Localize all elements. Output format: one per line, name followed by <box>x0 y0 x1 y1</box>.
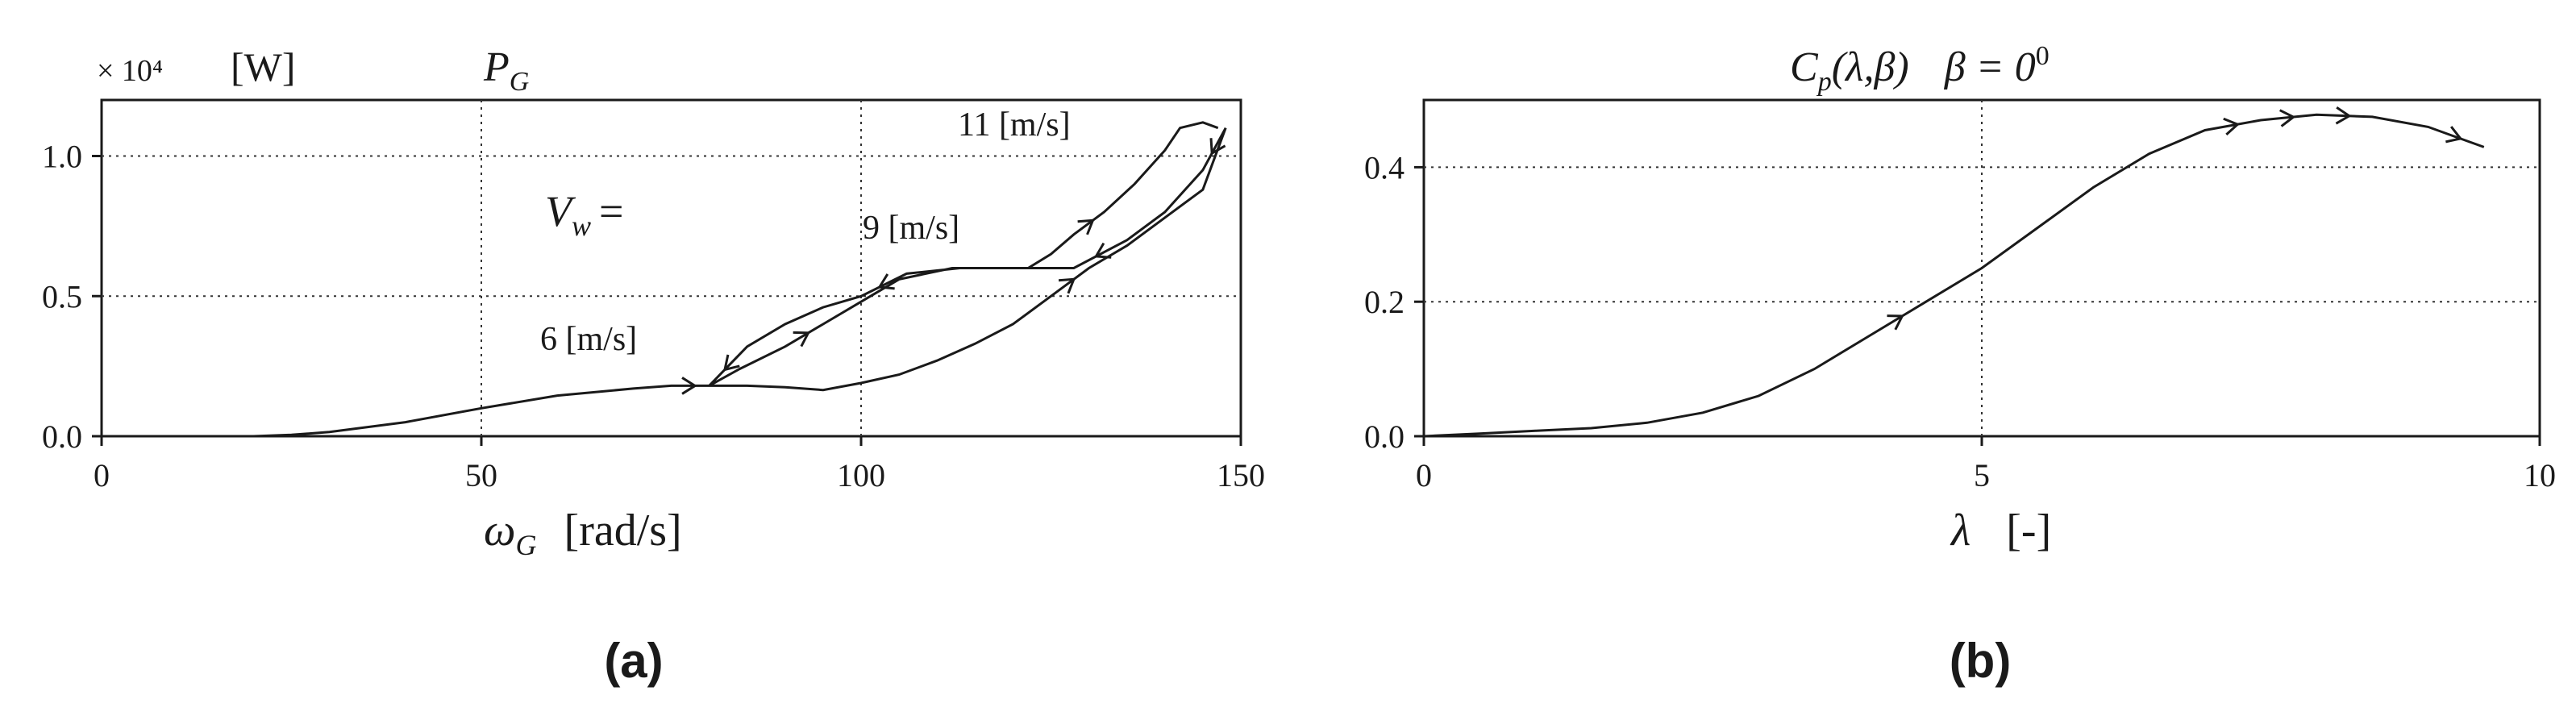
chart-a-grid <box>102 100 1241 436</box>
chart-b-y-tick-label: 0.4 <box>1364 149 1405 185</box>
chart-a-vw-label: Vw = <box>545 187 623 242</box>
chart-a-direction-arrow <box>877 273 895 290</box>
chart-a-plot-frame <box>100 98 1242 438</box>
chart-a-direction-arrow <box>681 377 697 395</box>
chart-a-vw-main: V <box>545 187 576 235</box>
chart-b-x-tick-label: 0 <box>1416 457 1432 493</box>
chart-b-direction-arrow <box>1887 314 1904 331</box>
chart-a-y-tick-label: 1.0 <box>42 139 82 175</box>
chart-b-title: Cp(λ,β) β = 00 <box>1790 41 2050 97</box>
chart-b-y-tick-label: 0.0 <box>1364 418 1405 455</box>
chart-a-x-label: ωG [rad/s] <box>484 506 682 561</box>
chart-a-x-label-main: ω <box>484 506 516 556</box>
chart-a-speed-9-label: 9 [m/s] <box>863 210 959 247</box>
chart-b-x-tick-label: 5 <box>1974 457 1990 493</box>
chart-b-title-beta: β = 0 <box>1944 44 2036 90</box>
chart-a-speed-11-label: 11 [m/s] <box>958 106 1071 144</box>
chart-a-x-label-unit: [rad/s] <box>564 506 682 556</box>
chart-a-vw-sub: w <box>572 210 591 242</box>
chart-a-x-tick-label: 50 <box>465 457 497 493</box>
chart-b-arrows <box>1887 106 2463 331</box>
chart-a-title-main: P <box>483 44 510 90</box>
chart-a-direction-arrow <box>1077 219 1095 235</box>
chart-b-x-label: λ [-] <box>1950 506 2051 556</box>
chart-a-direction-arrow <box>1093 242 1112 259</box>
chart-b-direction-arrow <box>2335 106 2352 125</box>
chart-a-y-tick-label: 0.5 <box>42 278 82 314</box>
chart-b-direction-arrow <box>2223 117 2241 136</box>
chart-a-x-tick-label: 100 <box>837 457 885 493</box>
chart-a-direction-arrow <box>1058 277 1076 294</box>
chart-a-speed-6-label: 6 [m/s] <box>540 321 637 358</box>
chart-a-unit: [W] <box>231 44 296 90</box>
chart-a-title: PG <box>483 44 529 97</box>
chart-b-title-c: C <box>1790 44 1819 90</box>
chart-b-x-label-main: λ <box>1950 506 1970 556</box>
chart-b-y-tick-label: 0.2 <box>1364 284 1405 320</box>
chart-a-title-sub: G <box>510 67 530 97</box>
chart-a-y-ticks: 0.0 0.5 1.0 <box>42 139 102 455</box>
chart-b-title-sup: 0 <box>2036 41 2050 71</box>
figure-label-b: (b) <box>1950 634 2012 688</box>
chart-a-vw-eq: = <box>599 187 623 235</box>
chart-b-title-args: (λ,β) <box>1832 44 1909 90</box>
chart-a-y-tick-label: 0.0 <box>42 418 82 455</box>
chart-a-direction-arrow <box>1209 138 1226 156</box>
chart-b-direction-arrow <box>2445 126 2463 144</box>
chart-a-arrows <box>681 138 1226 395</box>
chart-a-x-ticks: 0 50 100 150 <box>94 436 1265 493</box>
chart-b-x-tick-label: 10 <box>2524 457 2556 493</box>
chart-a-x-label-sub: G <box>516 529 537 561</box>
chart-a-x-tick-label: 0 <box>94 457 110 493</box>
chart-b-title-p: p <box>1817 67 1832 97</box>
chart-b: 0 5 10 0.00.20.4 Cp(λ,β) β = 00 λ [-] (b) <box>1364 41 2556 688</box>
chart-b-x-label-unit: [-] <box>2006 506 2051 556</box>
chart-b-direction-arrow <box>2279 109 2296 127</box>
chart-a-direction-arrow <box>793 331 810 348</box>
chart-b-series-line <box>1423 113 2485 438</box>
figure-label-a: (a) <box>604 634 663 688</box>
chart-b-y-ticks: 0.0 0.2 0.4 <box>1364 149 1424 455</box>
chart-a: 0 50 100 150 0.00.51.0 × 10⁴ [W] PG Vw = 6 [… <box>42 44 1265 688</box>
chart-a-x-tick-label: 150 <box>1217 457 1265 493</box>
chart-a-direction-arrow <box>723 354 740 372</box>
chart-a-multiplier: × 10⁴ <box>97 54 163 88</box>
chart-b-x-ticks: 0 5 10 <box>1416 436 2556 493</box>
chart-a-series-line <box>253 121 1227 438</box>
